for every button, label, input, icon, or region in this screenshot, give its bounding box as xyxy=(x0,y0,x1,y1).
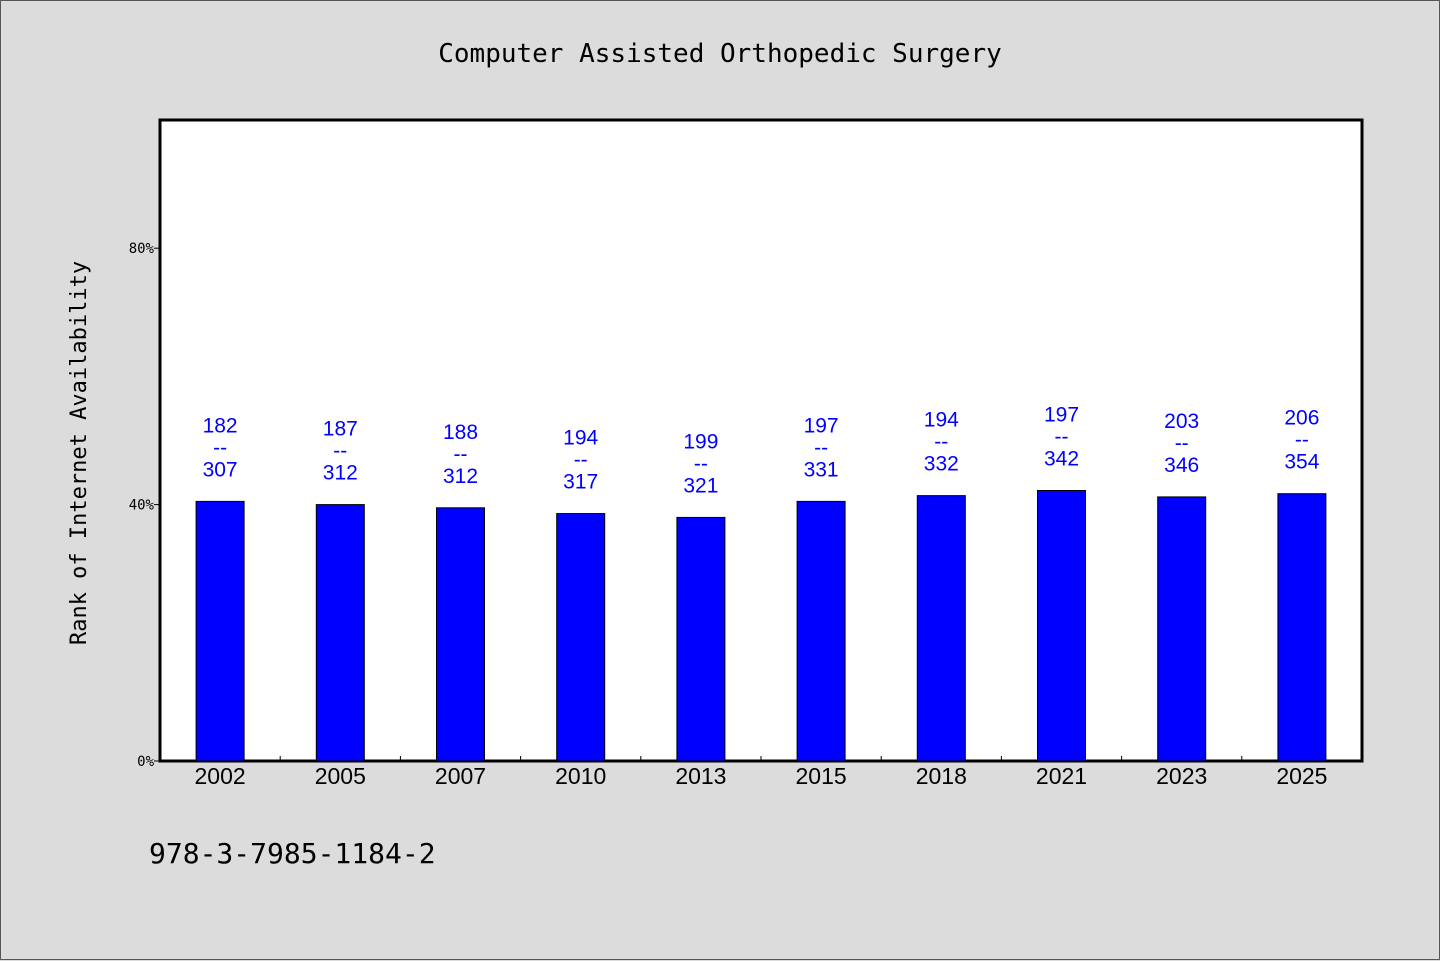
data-label-bottom: 342 xyxy=(1044,447,1079,470)
bar xyxy=(1157,496,1207,762)
data-label-top: 197 xyxy=(1044,403,1079,426)
bar xyxy=(916,495,966,762)
bar xyxy=(796,500,846,762)
data-label-separator: -- xyxy=(934,431,948,454)
x-tick-label: 2025 xyxy=(1276,763,1327,789)
x-tick-label: 2015 xyxy=(796,763,847,789)
data-label-top: 194 xyxy=(924,409,959,432)
data-label-bottom: 332 xyxy=(924,453,959,476)
data-label-top: 199 xyxy=(683,430,718,453)
data-label-top: 187 xyxy=(323,418,358,441)
data-label-bottom: 317 xyxy=(563,471,598,494)
x-tick-label: 2013 xyxy=(675,763,726,789)
data-label-separator: -- xyxy=(574,449,588,472)
x-tick-label: 2007 xyxy=(435,763,486,789)
y-tick-label: 80% xyxy=(129,241,155,257)
bar xyxy=(556,513,606,762)
data-label-separator: -- xyxy=(1295,429,1309,452)
x-tick-label: 2021 xyxy=(1036,763,1087,789)
data-label-top: 194 xyxy=(563,427,598,450)
data-label-top: 203 xyxy=(1164,410,1199,433)
data-labels: 182--307187--312188--312194--317199--321… xyxy=(203,403,1320,497)
x-axis: 2002 2005 2007 2010 2013 2015 2018 2021 2023 2025 xyxy=(195,756,1327,789)
data-label-top: 182 xyxy=(203,414,238,437)
bar xyxy=(195,500,245,762)
data-label-bottom: 354 xyxy=(1284,451,1319,474)
data-label-bottom: 346 xyxy=(1164,454,1199,477)
bar xyxy=(1277,493,1327,762)
data-label-separator: -- xyxy=(1055,425,1069,448)
data-label-bottom: 312 xyxy=(443,465,478,488)
x-tick-label: 2002 xyxy=(195,763,246,789)
bar xyxy=(676,516,726,762)
x-tick-label: 2018 xyxy=(916,763,967,789)
data-label-separator: -- xyxy=(213,436,227,459)
data-label-bottom: 307 xyxy=(203,458,238,481)
data-label-separator: -- xyxy=(814,436,828,459)
data-label-separator: -- xyxy=(333,440,347,463)
y-axis-label: Rank of Internet Availability xyxy=(67,261,92,645)
data-label-top: 197 xyxy=(804,414,839,437)
x-tick-label: 2005 xyxy=(315,763,366,789)
footer-isbn: 978-3-7985-1184-2 xyxy=(149,837,436,870)
data-label-bottom: 312 xyxy=(323,462,358,485)
data-label-separator: -- xyxy=(1175,432,1189,455)
chart-title: Computer Assisted Orthopedic Surgery xyxy=(438,39,1002,69)
y-tick-label: 40% xyxy=(129,498,155,514)
data-label-separator: -- xyxy=(694,452,708,475)
bar xyxy=(436,507,485,762)
x-tick-label: 2010 xyxy=(555,763,606,789)
data-label-top: 188 xyxy=(443,421,478,444)
y-axis: 0% 40% 80% xyxy=(129,241,160,770)
data-label-bottom: 331 xyxy=(804,458,839,481)
y-tick-label: 0% xyxy=(137,754,154,770)
data-label-top: 206 xyxy=(1284,407,1319,430)
bar xyxy=(1037,489,1086,762)
data-label-separator: -- xyxy=(454,443,468,466)
x-tick-label: 2023 xyxy=(1156,763,1207,789)
bar-series xyxy=(195,489,1327,762)
data-label-bottom: 321 xyxy=(683,474,718,497)
bar xyxy=(315,504,365,762)
